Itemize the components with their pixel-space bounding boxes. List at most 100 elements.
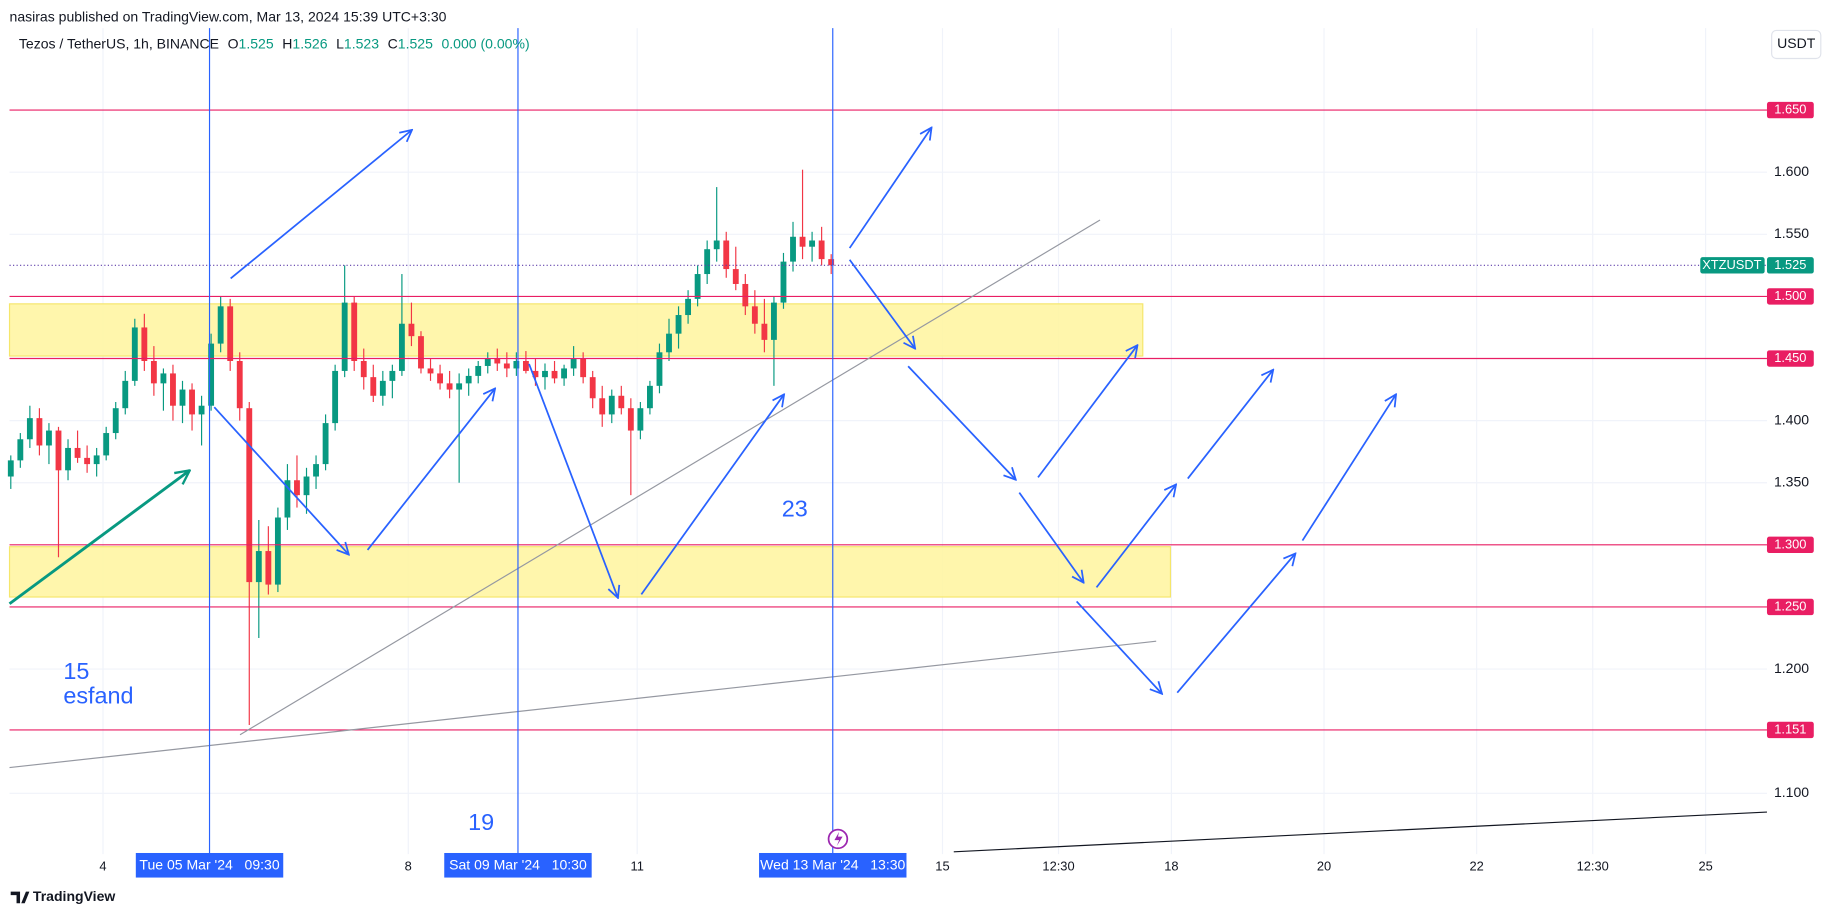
arrow <box>1176 553 1295 694</box>
x-tick-label: 11 <box>631 858 644 873</box>
candle-body <box>246 408 253 583</box>
zone <box>8 303 1144 357</box>
x-tick-label: 8 <box>405 858 412 873</box>
legend-key: C <box>388 35 398 51</box>
trend-line <box>239 219 1101 736</box>
candle-body <box>131 327 138 381</box>
candle-body <box>408 323 415 337</box>
legend-symbol: Tezos / TetherUS, 1h, BINANCE <box>19 35 219 51</box>
candle-body <box>303 476 310 496</box>
candle-body <box>103 433 110 456</box>
legend-key: H <box>282 35 292 51</box>
annotation: esfand <box>63 683 133 709</box>
candle-body <box>685 298 692 316</box>
annotation: 15 <box>63 658 89 684</box>
level-label-box <box>1766 721 1814 739</box>
candle-body <box>351 302 358 361</box>
level-label: 1.650 <box>1774 101 1806 116</box>
candle-body <box>170 373 176 406</box>
candle-body <box>122 380 129 409</box>
drawings <box>8 128 1768 853</box>
candle-body <box>627 408 634 431</box>
candle-body <box>427 368 434 374</box>
event-icon-bolt <box>834 831 843 846</box>
candle-body <box>475 365 482 376</box>
y-tick-label: 1.100 <box>1774 784 1809 800</box>
arrow <box>8 470 190 605</box>
candle-body <box>7 460 14 477</box>
candle-body <box>599 398 606 415</box>
level-label: 1.500 <box>1774 288 1806 303</box>
candle-body <box>675 315 682 334</box>
x-tick-label: 18 <box>1164 858 1178 873</box>
candle-body <box>294 480 300 496</box>
level-label: 1.300 <box>1774 536 1806 551</box>
candle-body <box>503 363 510 369</box>
trend-line <box>9 640 1157 769</box>
candle-body <box>494 358 501 364</box>
candle-body <box>341 302 348 371</box>
x-tick-label: 20 <box>1317 858 1331 873</box>
logo-mark <box>10 891 30 904</box>
y-tick-label: 1.600 <box>1774 163 1809 179</box>
candle-body <box>465 375 472 384</box>
level-label: 1.450 <box>1774 350 1806 365</box>
grid: 1.100 1.200 1.350 1.400 1.550 1.600 4 8 11 15 12:3… <box>9 28 1809 873</box>
arrow <box>848 128 932 249</box>
annotation: 19 <box>468 809 494 835</box>
y-tick-label: 1.400 <box>1774 411 1809 427</box>
candle-body <box>637 408 644 431</box>
candle-body <box>704 249 711 275</box>
candle-body <box>751 306 758 324</box>
candle-body <box>790 236 796 262</box>
candle-body <box>723 240 730 270</box>
x-tick-label: 22 <box>1470 858 1484 873</box>
candle-body <box>322 423 329 465</box>
time-label: Wed 13 Mar '24 13:30 <box>760 857 905 873</box>
currency-button[interactable] <box>1771 29 1822 60</box>
candle-body <box>360 360 367 378</box>
publish-header: nasiras published on TradingView.com, Ma… <box>10 8 447 24</box>
zone <box>8 546 1172 598</box>
legend-value: 1.525 <box>398 35 433 51</box>
candle-body <box>26 418 33 440</box>
arrow <box>1187 370 1273 480</box>
candle-body <box>484 358 491 366</box>
candle-body <box>580 358 587 378</box>
zones <box>8 303 1172 598</box>
x-tick-label: 4 <box>99 858 106 873</box>
legend-value: 1.526 <box>292 35 327 51</box>
arrow <box>230 130 412 280</box>
y-tick-label: 1.200 <box>1774 660 1809 676</box>
candle-body <box>656 352 663 386</box>
candle-body <box>742 283 749 307</box>
x-tick-label: 15 <box>935 858 949 873</box>
candle-body <box>227 306 234 361</box>
candle-body <box>570 358 577 369</box>
candles <box>7 169 835 725</box>
candle-body <box>389 370 396 381</box>
arrow <box>1095 484 1177 588</box>
candle-body <box>456 383 463 390</box>
arrow <box>1301 394 1396 542</box>
candle-body <box>370 377 377 396</box>
legend-value: 1.523 <box>344 35 379 51</box>
candle-body <box>189 389 195 415</box>
arrow <box>1037 345 1137 478</box>
level-label-box <box>1766 350 1814 367</box>
legend-value: 1.525 <box>239 35 274 51</box>
arrow <box>366 388 496 551</box>
candle-body <box>522 360 529 371</box>
arrow <box>528 363 618 598</box>
level-label: 1.250 <box>1774 598 1806 613</box>
x-tick-label: 25 <box>1698 858 1712 873</box>
candle-body <box>799 236 806 247</box>
candle-body <box>46 430 52 446</box>
candle-body <box>694 274 701 299</box>
candle-body <box>255 551 262 583</box>
candle-body <box>198 405 205 415</box>
candle-body <box>771 302 777 340</box>
y-tick-label: 1.550 <box>1774 225 1809 241</box>
candle-body <box>150 360 157 384</box>
arrow <box>213 406 349 554</box>
